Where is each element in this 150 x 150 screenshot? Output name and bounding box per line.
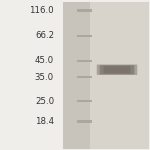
Bar (77, 9, 92, 12)
Text: 35.0: 35.0 (35, 73, 54, 82)
FancyBboxPatch shape (100, 65, 134, 74)
Bar (77, 60, 92, 62)
Text: 116.0: 116.0 (29, 6, 54, 15)
Bar (63, 2, 90, 148)
Text: 25.0: 25.0 (35, 97, 54, 106)
Text: 18.4: 18.4 (35, 117, 54, 126)
FancyBboxPatch shape (97, 64, 137, 75)
Text: 66.2: 66.2 (35, 32, 54, 40)
Bar (63, 2, 148, 148)
Bar (77, 100, 92, 102)
Bar (77, 76, 92, 78)
Bar (77, 120, 92, 123)
FancyBboxPatch shape (104, 66, 130, 73)
Bar (77, 35, 92, 37)
Text: 45.0: 45.0 (35, 56, 54, 65)
